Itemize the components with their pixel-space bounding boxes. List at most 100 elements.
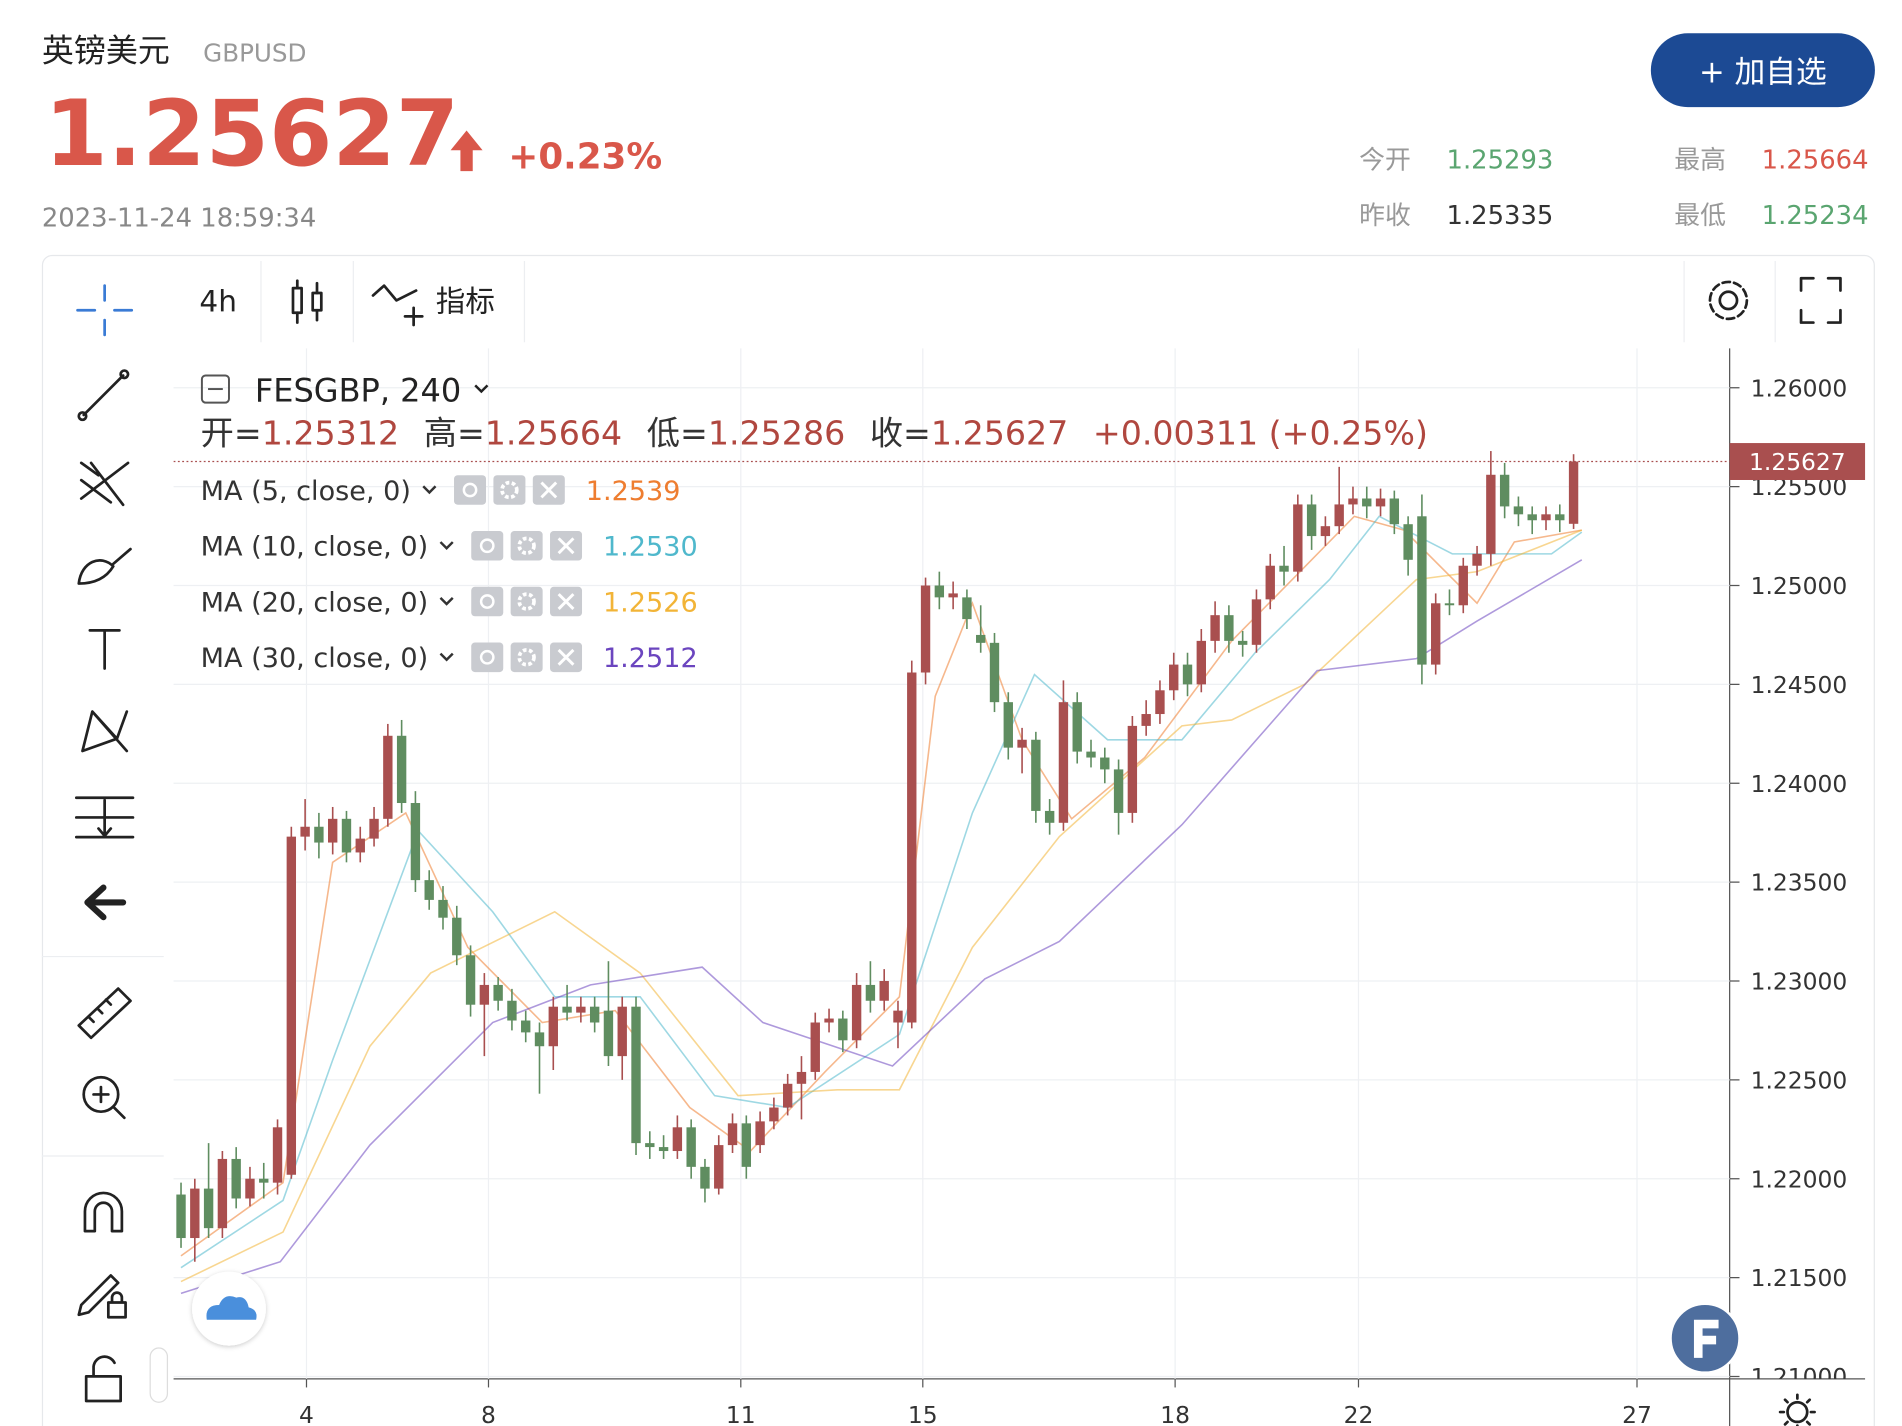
candle-body xyxy=(976,634,986,643)
back-tool[interactable] xyxy=(84,884,127,921)
settings-button[interactable] xyxy=(510,530,543,561)
candle-body xyxy=(617,1006,627,1057)
candle-body xyxy=(1031,739,1041,811)
y-tick-label: 1.21500 xyxy=(1751,1264,1848,1292)
fullscreen-button[interactable] xyxy=(1799,276,1842,324)
candle-body xyxy=(410,803,421,881)
stat-label: 昨收 xyxy=(1359,201,1411,231)
magnet-tool[interactable] xyxy=(83,1191,124,1233)
candle-body xyxy=(341,818,352,853)
zoom-tool[interactable] xyxy=(82,1075,120,1114)
candle-body xyxy=(1044,810,1055,823)
candle-body xyxy=(203,1188,214,1229)
visibility-button[interactable] xyxy=(454,475,487,505)
candle-body xyxy=(962,597,972,620)
candle-body xyxy=(286,836,297,1175)
candle-body xyxy=(1086,751,1096,758)
candle-body xyxy=(231,1158,241,1199)
ma-name: MA (30, close, 0) xyxy=(201,643,428,674)
crosshair-tool[interactable] xyxy=(76,284,134,337)
price-change: +0.23% xyxy=(508,137,662,178)
candle-body xyxy=(272,1127,283,1183)
eye-icon xyxy=(479,649,495,665)
candle-body xyxy=(589,1006,600,1023)
visibility-button[interactable] xyxy=(471,586,504,617)
ma-line xyxy=(180,529,1583,1283)
up-arrow xyxy=(450,130,483,172)
candle-body xyxy=(948,593,958,598)
y-tick-label: 1.22000 xyxy=(1751,1165,1848,1193)
ruler-tool[interactable] xyxy=(77,987,132,1040)
visibility-button[interactable] xyxy=(471,530,504,561)
candle-body xyxy=(893,1010,903,1023)
candle-body xyxy=(1293,504,1303,572)
ma-name: MA (5, close, 0) xyxy=(201,476,411,507)
candle-body xyxy=(645,1143,655,1148)
button-bg[interactable] xyxy=(1650,33,1875,108)
candle-body xyxy=(1003,702,1013,748)
add-watchlist-button[interactable]: + 加自选 xyxy=(1650,33,1875,108)
candle-body xyxy=(989,642,1000,703)
button-label[interactable]: + 加自选 xyxy=(1699,55,1827,91)
candle-body xyxy=(1348,498,1358,505)
y-tick-label: 1.25000 xyxy=(1751,572,1848,600)
candle-body xyxy=(1389,498,1400,525)
candle-body xyxy=(438,899,448,918)
sidebar-toggle[interactable] xyxy=(149,1347,169,1403)
candle-body xyxy=(259,1178,269,1183)
candle-body xyxy=(838,1018,848,1041)
stat-value: 1.25234 xyxy=(1762,201,1869,231)
lock-draw-tool[interactable] xyxy=(77,1274,127,1319)
indicators-button[interactable]: 指标 xyxy=(371,284,495,327)
candle-body xyxy=(1182,664,1193,685)
candle-body xyxy=(1127,725,1138,813)
candle-body xyxy=(810,1022,820,1072)
settings-button[interactable] xyxy=(493,475,526,505)
last-price-label: 1.25627 xyxy=(1749,448,1846,476)
candle-body xyxy=(824,1018,834,1023)
candle-body xyxy=(217,1158,228,1229)
indicators-icon[interactable] xyxy=(371,284,424,327)
candle-body xyxy=(1141,714,1151,726)
candle-body xyxy=(1058,702,1069,823)
gear-icon xyxy=(517,536,536,555)
settings-button[interactable] xyxy=(510,642,543,673)
eye-icon xyxy=(479,594,495,609)
settings-button[interactable] xyxy=(510,586,543,617)
chevron[interactable] xyxy=(474,384,489,394)
candle-body xyxy=(1196,640,1206,685)
indicators-label[interactable]: 指标 xyxy=(436,284,495,318)
text-tool[interactable] xyxy=(88,628,121,670)
candle-body xyxy=(1458,565,1468,606)
candle-body xyxy=(1541,514,1551,521)
settings-button[interactable] xyxy=(1708,280,1749,321)
line-tool-dot[interactable] xyxy=(119,369,130,380)
eye-icon xyxy=(479,538,495,554)
pattern-tool[interactable] xyxy=(81,710,129,753)
ohlc-value: 1.25312 xyxy=(262,413,399,452)
interval-button[interactable]: 4h xyxy=(199,284,237,318)
line-tool-dot[interactable] xyxy=(77,411,88,422)
x-icon xyxy=(540,481,558,499)
candle-body xyxy=(907,672,917,1023)
zoom-tool-plus[interactable] xyxy=(92,1085,126,1120)
y-tick-label: 1.26000 xyxy=(1751,374,1848,402)
stat-value: 1.25293 xyxy=(1447,146,1554,176)
chart-style-button[interactable] xyxy=(291,279,323,324)
ohlc-label: 高= xyxy=(424,413,485,452)
collapse-legend[interactable] xyxy=(200,374,230,404)
unlock-tool[interactable] xyxy=(84,1355,122,1403)
time-settings-button[interactable] xyxy=(1778,1393,1816,1426)
pitchfork-tool[interactable] xyxy=(79,461,130,507)
line-tool[interactable] xyxy=(82,374,125,417)
visibility-button[interactable] xyxy=(471,642,504,673)
candle-body xyxy=(1362,498,1372,507)
forecast-tool[interactable] xyxy=(74,796,135,839)
candle-body xyxy=(383,735,393,819)
brush-tool[interactable] xyxy=(77,547,132,585)
candle-body xyxy=(1072,702,1082,752)
ohlc-value: 1.25627 xyxy=(931,413,1068,452)
y-tick-label: 1.22500 xyxy=(1751,1066,1848,1094)
toolbar-separators xyxy=(41,261,1776,1157)
pair-symbol: GBPUSD xyxy=(203,39,306,68)
